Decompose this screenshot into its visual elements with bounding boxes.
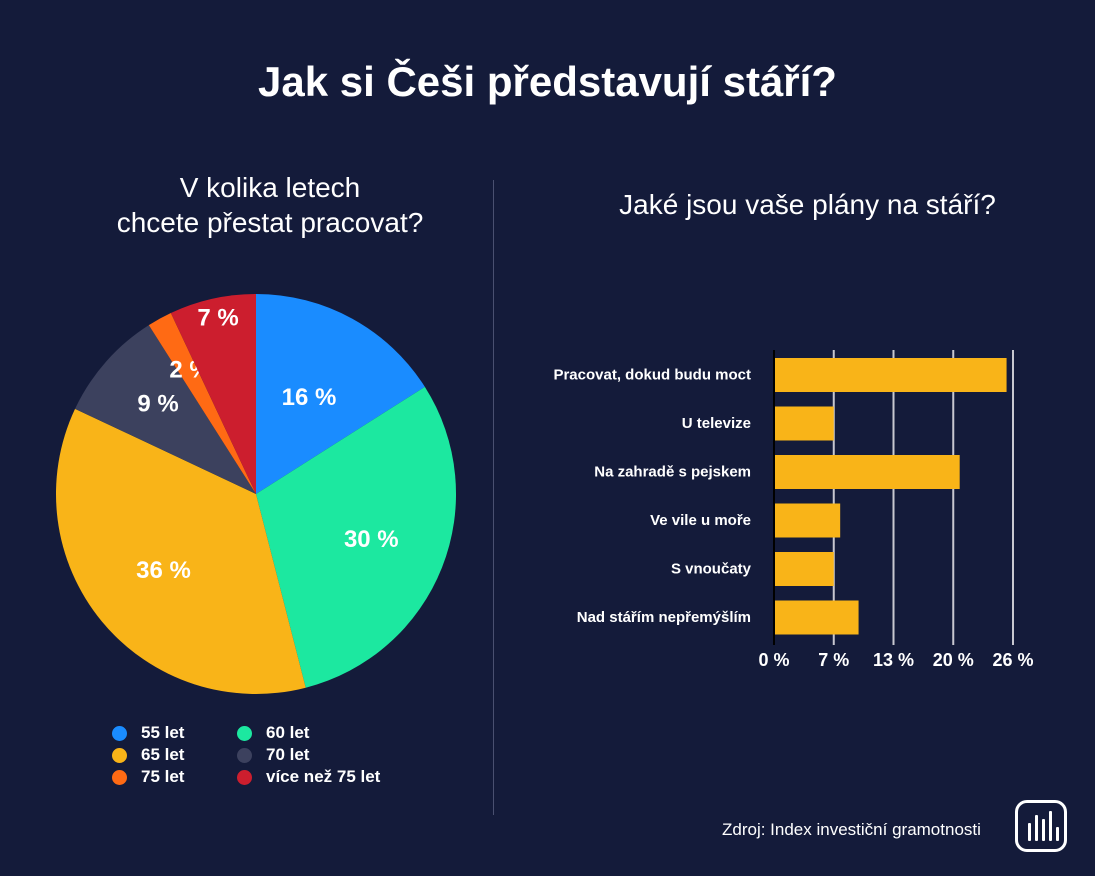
legend-swatch — [237, 769, 252, 785]
bar-chart-title: Jaké jsou vaše plány na stáří? — [619, 189, 996, 220]
bar-category-label-2: Na zahradě s pejskem — [594, 464, 751, 481]
pie-label-2: 36 % — [136, 557, 191, 584]
legend-item: více než 75 let — [237, 767, 437, 787]
bar-category-label-1: U televize — [682, 415, 751, 432]
bar-xtick-label-3: 20 % — [933, 650, 974, 670]
pie-slice-0 — [256, 294, 425, 494]
legend-label: 60 let — [266, 723, 310, 742]
legend-item: 65 let — [112, 745, 237, 765]
pie-slice-3 — [75, 325, 256, 494]
legend-label: 70 let — [266, 745, 310, 764]
divider — [493, 180, 494, 815]
legend-swatch — [112, 769, 127, 785]
page-title: Jak si Češi představují stáří? — [258, 58, 837, 105]
pie-label-1: 30 % — [344, 526, 399, 553]
pie-label-5: 7 % — [197, 305, 238, 332]
legend-item: 55 let — [112, 723, 237, 743]
bar-5 — [775, 600, 859, 635]
bar-4 — [775, 552, 834, 586]
bar-xtick-label-1: 7 % — [818, 650, 849, 670]
legend-item: 75 let — [112, 767, 237, 787]
pie-chart-title: V kolika letech chcete přestat pracovat? — [40, 170, 500, 240]
legend-swatch — [237, 725, 252, 741]
legend-item: 70 let — [237, 745, 437, 765]
pie-legend: 55 let 60 let 65 let 70 let 75 let více než 7… — [112, 723, 437, 787]
bar-category-label-0: Pracovat, dokud budu moct — [553, 367, 751, 384]
legend-swatch — [237, 747, 252, 763]
bar-0 — [775, 358, 1007, 392]
bar-category-label-5: Nad stářím nepřemýšlím — [577, 609, 751, 626]
pie-slice-1 — [256, 386, 457, 688]
pie-slice-4 — [148, 313, 256, 494]
legend-swatch — [112, 725, 127, 741]
bar-category-label-4: S vnoučaty — [671, 561, 752, 578]
bar-chart-logo-icon — [1015, 800, 1067, 852]
legend-label: 75 let — [141, 767, 185, 786]
pie-label-0: 16 % — [282, 384, 337, 411]
bar-2 — [775, 455, 960, 489]
bar-xtick-label-0: 0 % — [758, 650, 789, 670]
bar-category-label-3: Ve vile u moře — [650, 512, 751, 529]
pie-slice-2 — [55, 408, 306, 695]
legend-label: 55 let — [141, 723, 185, 742]
bar-xtick-label-2: 13 % — [873, 650, 914, 670]
legend-item: 60 let — [237, 723, 437, 743]
legend-label: více než 75 let — [266, 767, 381, 786]
pie-title-line-1: V kolika letech — [179, 172, 361, 203]
pie-label-3: 9 % — [137, 391, 178, 418]
pie-title-line-2: chcete přestat pracovat? — [116, 207, 424, 238]
legend-label: 65 let — [141, 745, 185, 764]
legend-swatch — [112, 747, 127, 763]
source-note: Zdroj: Index investiční gramotnosti — [722, 820, 981, 839]
bar-3 — [775, 503, 841, 538]
bar-1 — [775, 406, 834, 441]
bar-xtick-label-4: 26 % — [992, 650, 1033, 670]
pie-slice-5 — [170, 294, 256, 494]
